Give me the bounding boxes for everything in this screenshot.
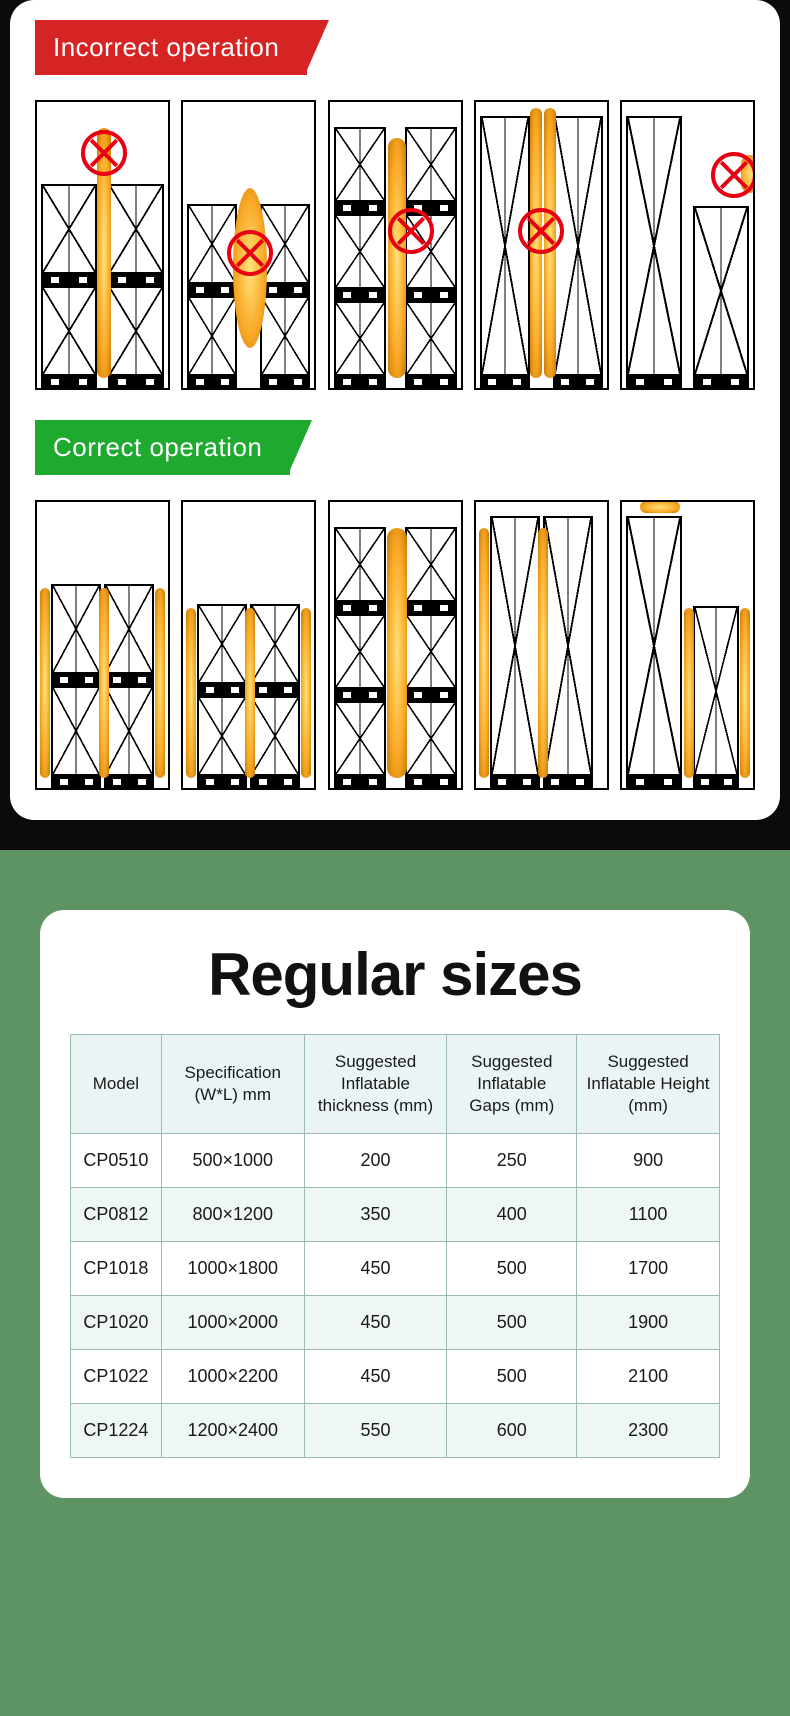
cell: 450: [304, 1242, 447, 1296]
airbag-icon: [99, 588, 109, 778]
cell: 1000×1800: [161, 1242, 304, 1296]
cross-icon: [81, 130, 127, 176]
correct-panel-4: [474, 500, 609, 790]
col-spec: Specification (W*L) mm: [161, 1035, 304, 1134]
airbag-icon: [245, 608, 255, 778]
table-row: CP1020 1000×2000 450 500 1900: [71, 1296, 720, 1350]
cell: 600: [447, 1404, 577, 1458]
cell: 1000×2200: [161, 1350, 304, 1404]
col-height: Suggested Inflatable Height (mm): [577, 1035, 720, 1134]
sizes-card: Regular sizes Model Specification (W*L) …: [40, 910, 750, 1498]
cross-icon: [518, 208, 564, 254]
table-row: CP0510 500×1000 200 250 900: [71, 1134, 720, 1188]
airbag-icon: [684, 608, 694, 778]
incorrect-row: [35, 100, 755, 390]
cell: 450: [304, 1296, 447, 1350]
incorrect-panel-3: [328, 100, 463, 390]
cell: 200: [304, 1134, 447, 1188]
cell: CP1022: [71, 1350, 162, 1404]
correct-panel-2: [181, 500, 316, 790]
incorrect-panel-4: [474, 100, 609, 390]
correct-panel-1: [35, 500, 170, 790]
cell: 450: [304, 1350, 447, 1404]
incorrect-panel-1: [35, 100, 170, 390]
cell: 2100: [577, 1350, 720, 1404]
ribbon-incorrect: Incorrect operation: [35, 20, 307, 75]
operation-card: Incorrect operation: [10, 0, 780, 820]
ribbon-incorrect-label: Incorrect operation: [53, 32, 279, 62]
correct-panel-5: [620, 500, 755, 790]
sizes-section: Regular sizes Model Specification (W*L) …: [0, 850, 790, 1558]
cell: CP0510: [71, 1134, 162, 1188]
table-row: CP0812 800×1200 350 400 1100: [71, 1188, 720, 1242]
cell: 2300: [577, 1404, 720, 1458]
cell: 500: [447, 1296, 577, 1350]
cell: 250: [447, 1134, 577, 1188]
airbag-icon: [640, 501, 680, 513]
airbag-icon: [387, 528, 407, 778]
incorrect-panel-5: [620, 100, 755, 390]
correct-row: [35, 500, 755, 790]
airbag-icon: [155, 588, 165, 778]
col-thickness: Suggested Inflatable thickness (mm): [304, 1035, 447, 1134]
airbag-icon: [740, 608, 750, 778]
operation-section: Incorrect operation: [0, 0, 790, 850]
cell: 1700: [577, 1242, 720, 1296]
cell: 1900: [577, 1296, 720, 1350]
cell: 500: [447, 1242, 577, 1296]
airbag-icon: [301, 608, 311, 778]
cross-icon: [711, 152, 755, 198]
cell: 1200×2400: [161, 1404, 304, 1458]
cell: 900: [577, 1134, 720, 1188]
table-row: CP1224 1200×2400 550 600 2300: [71, 1404, 720, 1458]
ribbon-correct-label: Correct operation: [53, 432, 262, 462]
cell: CP1018: [71, 1242, 162, 1296]
incorrect-panel-2: [181, 100, 316, 390]
sizes-title: Regular sizes: [70, 940, 720, 1009]
sizes-tbody: CP0510 500×1000 200 250 900 CP0812 800×1…: [71, 1134, 720, 1458]
airbag-icon: [479, 528, 489, 778]
table-header-row: Model Specification (W*L) mm Suggested I…: [71, 1035, 720, 1134]
cell: 500×1000: [161, 1134, 304, 1188]
airbag-icon: [40, 588, 50, 778]
col-gaps: Suggested Inflatable Gaps (mm): [447, 1035, 577, 1134]
col-model: Model: [71, 1035, 162, 1134]
table-row: CP1018 1000×1800 450 500 1700: [71, 1242, 720, 1296]
cross-icon: [227, 230, 273, 276]
cell: 500: [447, 1350, 577, 1404]
airbag-icon: [186, 608, 196, 778]
airbag-icon: [388, 138, 406, 378]
cell: CP1020: [71, 1296, 162, 1350]
ribbon-correct: Correct operation: [35, 420, 290, 475]
cell: 1000×2000: [161, 1296, 304, 1350]
correct-panel-3: [328, 500, 463, 790]
airbag-icon: [538, 528, 548, 778]
cross-icon: [388, 208, 434, 254]
cell: 350: [304, 1188, 447, 1242]
cell: 400: [447, 1188, 577, 1242]
cell: CP1224: [71, 1404, 162, 1458]
table-row: CP1022 1000×2200 450 500 2100: [71, 1350, 720, 1404]
cell: CP0812: [71, 1188, 162, 1242]
cell: 1100: [577, 1188, 720, 1242]
cell: 800×1200: [161, 1188, 304, 1242]
sizes-table: Model Specification (W*L) mm Suggested I…: [70, 1034, 720, 1458]
cell: 550: [304, 1404, 447, 1458]
